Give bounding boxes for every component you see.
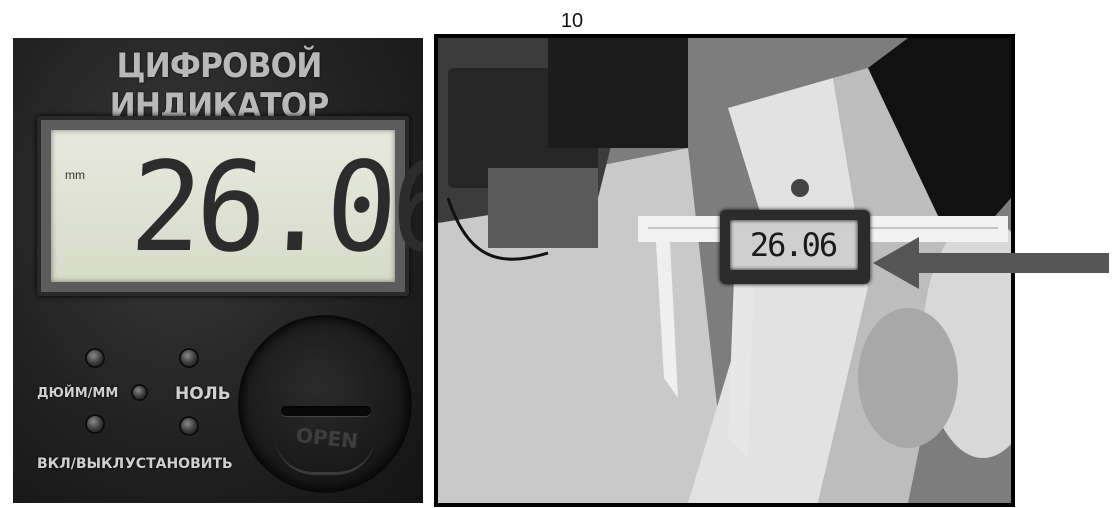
caliper-reading: 26.06 xyxy=(749,226,838,264)
indicator-panel-photo: ЦИФРОВОЙ ИНДИКАТОР mm 26.06 ДЮЙМ/ММ НОЛЬ… xyxy=(13,38,423,503)
lcd-bezel: mm 26.06 xyxy=(37,116,423,296)
caliper-fixed-jaw xyxy=(656,242,678,398)
battery-cover[interactable]: OPEN xyxy=(241,318,409,490)
machine-base xyxy=(488,168,598,248)
caliper-moving-jaw xyxy=(728,278,754,458)
lcd-reading: 26.06 xyxy=(127,134,423,280)
pointer-arrow-icon xyxy=(873,237,1109,289)
battery-cover-slot xyxy=(281,406,371,416)
caliper-lcd: 26.06 xyxy=(730,220,858,270)
battery-cover-arrow-icon xyxy=(275,436,375,475)
lcd-screen: mm 26.06 xyxy=(51,130,423,282)
power-button-led[interactable] xyxy=(87,416,103,432)
inch-mm-button-label[interactable]: ДЮЙМ/ММ xyxy=(37,386,119,401)
indicator-led-top-left xyxy=(87,350,103,366)
inch-mm-button-led[interactable] xyxy=(133,386,146,399)
caliper-display-frame: 26.06 xyxy=(720,210,870,284)
set-button-label[interactable]: УСТАНОВИТЬ xyxy=(125,456,233,472)
dark-background-area xyxy=(868,38,1011,258)
caliper-roller-icon xyxy=(791,179,809,197)
pointer-arrow-shape xyxy=(873,237,1109,289)
lcd-unit-label: mm xyxy=(65,168,85,182)
set-button-led[interactable] xyxy=(181,418,197,434)
panel-title: ЦИФРОВОЙ ИНДИКАТОР xyxy=(109,46,330,126)
page-number: 10 xyxy=(560,10,584,32)
machine-head xyxy=(548,38,688,148)
hand-fingers xyxy=(858,308,958,448)
power-button-label[interactable]: ВКЛ/ВЫКЛ xyxy=(37,456,125,472)
cable-icon xyxy=(446,197,549,261)
indicator-led-top-right xyxy=(181,350,197,366)
zero-button-label[interactable]: НОЛЬ xyxy=(175,384,231,404)
